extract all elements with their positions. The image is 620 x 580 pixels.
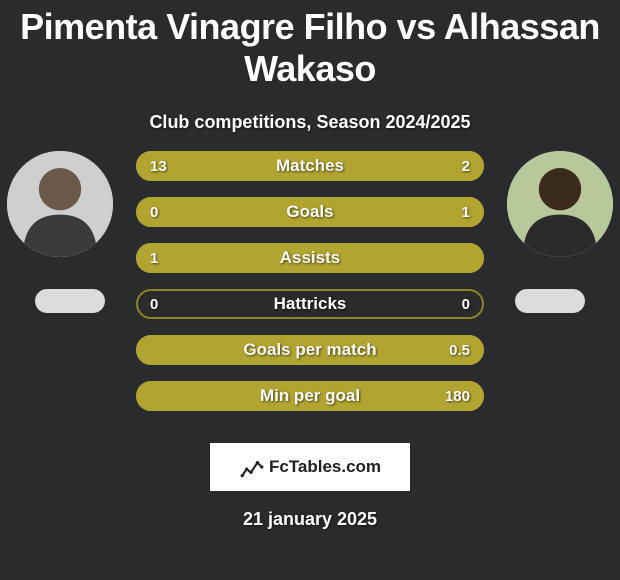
bar-fill-right <box>136 197 484 227</box>
player-right-avatar <box>507 151 613 257</box>
stat-bar: Goals01 <box>136 197 484 227</box>
comparison-card: Pimenta Vinagre Filho vs Alhassan Wakaso… <box>0 0 620 530</box>
avatar-placeholder-icon <box>507 151 613 257</box>
date-label: 21 january 2025 <box>0 509 620 530</box>
stat-bar: Hattricks00 <box>136 289 484 319</box>
compare-area: Matches132 Goals01 Assists1 Hattricks00 Goal… <box>0 151 620 441</box>
bar-background <box>136 289 484 319</box>
bar-fill-right <box>136 381 484 411</box>
avatar-placeholder-icon <box>7 151 113 257</box>
player-left-avatar <box>7 151 113 257</box>
stat-bar: Assists1 <box>136 243 484 273</box>
stat-bar: Matches132 <box>136 151 484 181</box>
player-left-flag <box>35 289 105 313</box>
stat-bar: Goals per match0.5 <box>136 335 484 365</box>
player-right-flag <box>515 289 585 313</box>
subtitle: Club competitions, Season 2024/2025 <box>0 112 620 133</box>
brand-text: FcTables.com <box>269 457 381 477</box>
brand-chart-icon <box>239 454 265 480</box>
brand-badge[interactable]: FcTables.com <box>210 443 410 491</box>
bar-fill-right <box>136 335 484 365</box>
bars-container: Matches132 Goals01 Assists1 Hattricks00 Goal… <box>136 151 484 427</box>
bar-fill-left <box>136 151 484 181</box>
bar-fill-left <box>136 243 484 273</box>
stat-bar: Min per goal180 <box>136 381 484 411</box>
page-title: Pimenta Vinagre Filho vs Alhassan Wakaso <box>0 6 620 90</box>
